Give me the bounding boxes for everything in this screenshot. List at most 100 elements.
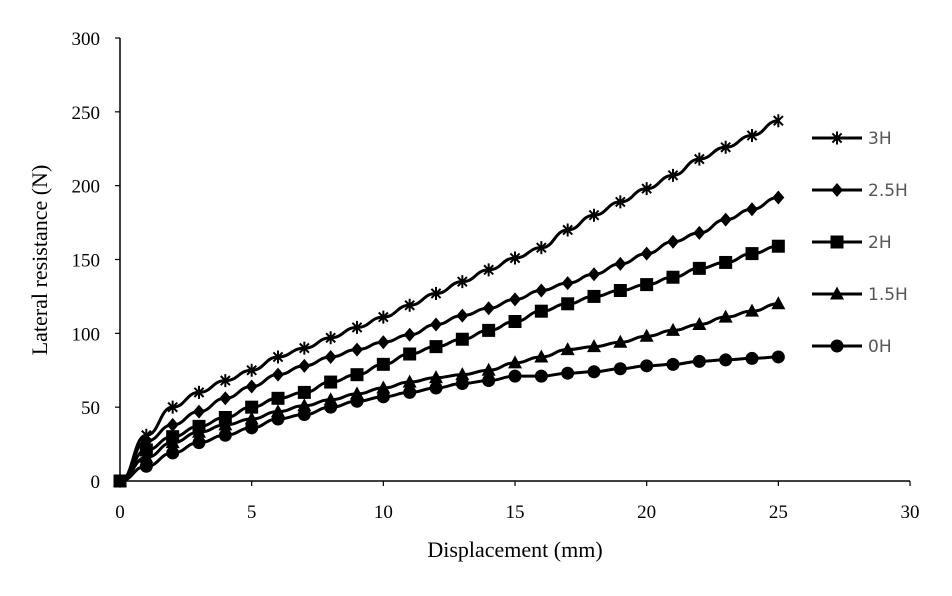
data-point xyxy=(218,417,233,431)
data-point xyxy=(483,263,494,277)
x-tick-label: 15 xyxy=(506,502,525,523)
data-point xyxy=(745,303,759,317)
data-point xyxy=(482,374,496,388)
data-point xyxy=(613,362,627,376)
series-2h xyxy=(113,239,785,488)
data-point xyxy=(666,322,680,336)
data-point xyxy=(297,408,311,422)
data-point xyxy=(376,357,390,371)
data-point xyxy=(192,436,206,450)
y-tick-label: 150 xyxy=(72,251,101,272)
data-point xyxy=(351,320,363,334)
y-tick-label: 250 xyxy=(72,103,101,124)
data-point xyxy=(325,331,336,345)
data-point xyxy=(429,370,443,384)
data-point xyxy=(640,278,654,292)
data-point xyxy=(272,367,284,382)
data-point xyxy=(429,340,443,354)
data-point xyxy=(271,391,285,405)
data-point xyxy=(692,316,707,330)
data-point xyxy=(666,357,680,371)
legend-label: 2.5H xyxy=(868,181,908,201)
data-point xyxy=(324,375,338,389)
data-point xyxy=(613,284,627,298)
legend-entry: 1.5H xyxy=(812,285,908,305)
data-point xyxy=(403,385,417,399)
data-point xyxy=(455,367,470,381)
data-point xyxy=(771,296,786,310)
data-point xyxy=(429,381,443,395)
data-point xyxy=(456,308,469,323)
data-point xyxy=(561,366,575,380)
data-point xyxy=(561,276,574,291)
data-point xyxy=(455,377,469,391)
x-tick-label: 25 xyxy=(769,502,788,523)
series-line xyxy=(118,195,780,483)
y-tick-label: 100 xyxy=(72,324,101,345)
data-point xyxy=(667,168,679,182)
data-point xyxy=(560,342,575,356)
y-tick-label: 0 xyxy=(91,472,101,493)
data-point xyxy=(219,391,232,406)
data-point xyxy=(139,449,154,463)
y-tick-label: 50 xyxy=(81,398,100,419)
legend-label: 0H xyxy=(868,337,892,357)
data-point xyxy=(139,459,153,473)
data-point xyxy=(615,195,626,209)
data-point xyxy=(773,114,784,128)
legend: 3H 2.5H 2H 1.5H 0H xyxy=(812,129,908,357)
data-point xyxy=(297,385,311,399)
data-point xyxy=(404,298,415,312)
data-point xyxy=(113,474,127,488)
data-point xyxy=(376,390,390,404)
data-point xyxy=(640,246,653,261)
data-point xyxy=(166,446,180,460)
data-point xyxy=(271,412,285,426)
data-point xyxy=(694,152,705,166)
x-tick-label: 0 xyxy=(115,502,125,523)
data-point xyxy=(719,212,732,227)
data-point xyxy=(245,400,259,414)
series-2-5h xyxy=(114,190,785,488)
data-point xyxy=(350,368,364,382)
y-tick-label: 200 xyxy=(72,177,101,198)
legend-entry: 2H xyxy=(812,233,892,253)
data-point xyxy=(298,358,311,373)
y-axis-ticks: 0 50 100 150 200 250 300 xyxy=(72,29,120,493)
data-point xyxy=(482,301,495,316)
data-point xyxy=(376,380,391,394)
data-point xyxy=(430,286,442,300)
data-point xyxy=(508,355,522,369)
y-tick-label: 300 xyxy=(72,29,101,50)
series-1-5h xyxy=(113,296,786,487)
data-point xyxy=(377,335,390,350)
series-line xyxy=(118,302,780,483)
data-point xyxy=(403,327,416,342)
data-point xyxy=(641,182,652,196)
y-axis-title: Lateral resistance (N) xyxy=(27,165,52,356)
data-point xyxy=(772,190,785,205)
legend-entry: 2.5H xyxy=(812,181,908,201)
data-point xyxy=(193,385,205,399)
data-point xyxy=(745,247,759,261)
data-point xyxy=(666,270,680,284)
data-point xyxy=(534,369,548,383)
data-point xyxy=(746,202,758,217)
legend-entry: 3H xyxy=(812,129,892,149)
data-point xyxy=(561,297,575,311)
data-point xyxy=(720,140,731,154)
legend-marker xyxy=(831,131,843,145)
data-point xyxy=(481,362,496,376)
legend-marker xyxy=(830,235,844,249)
data-point xyxy=(719,255,733,269)
data-point xyxy=(771,239,785,253)
data-point xyxy=(536,241,547,255)
data-point xyxy=(430,317,442,332)
data-point xyxy=(220,374,231,388)
data-point xyxy=(587,365,601,379)
data-point xyxy=(482,323,496,337)
data-point xyxy=(534,349,549,363)
data-point xyxy=(508,369,522,383)
x-tick-label: 5 xyxy=(247,502,257,523)
data-point xyxy=(587,339,601,353)
